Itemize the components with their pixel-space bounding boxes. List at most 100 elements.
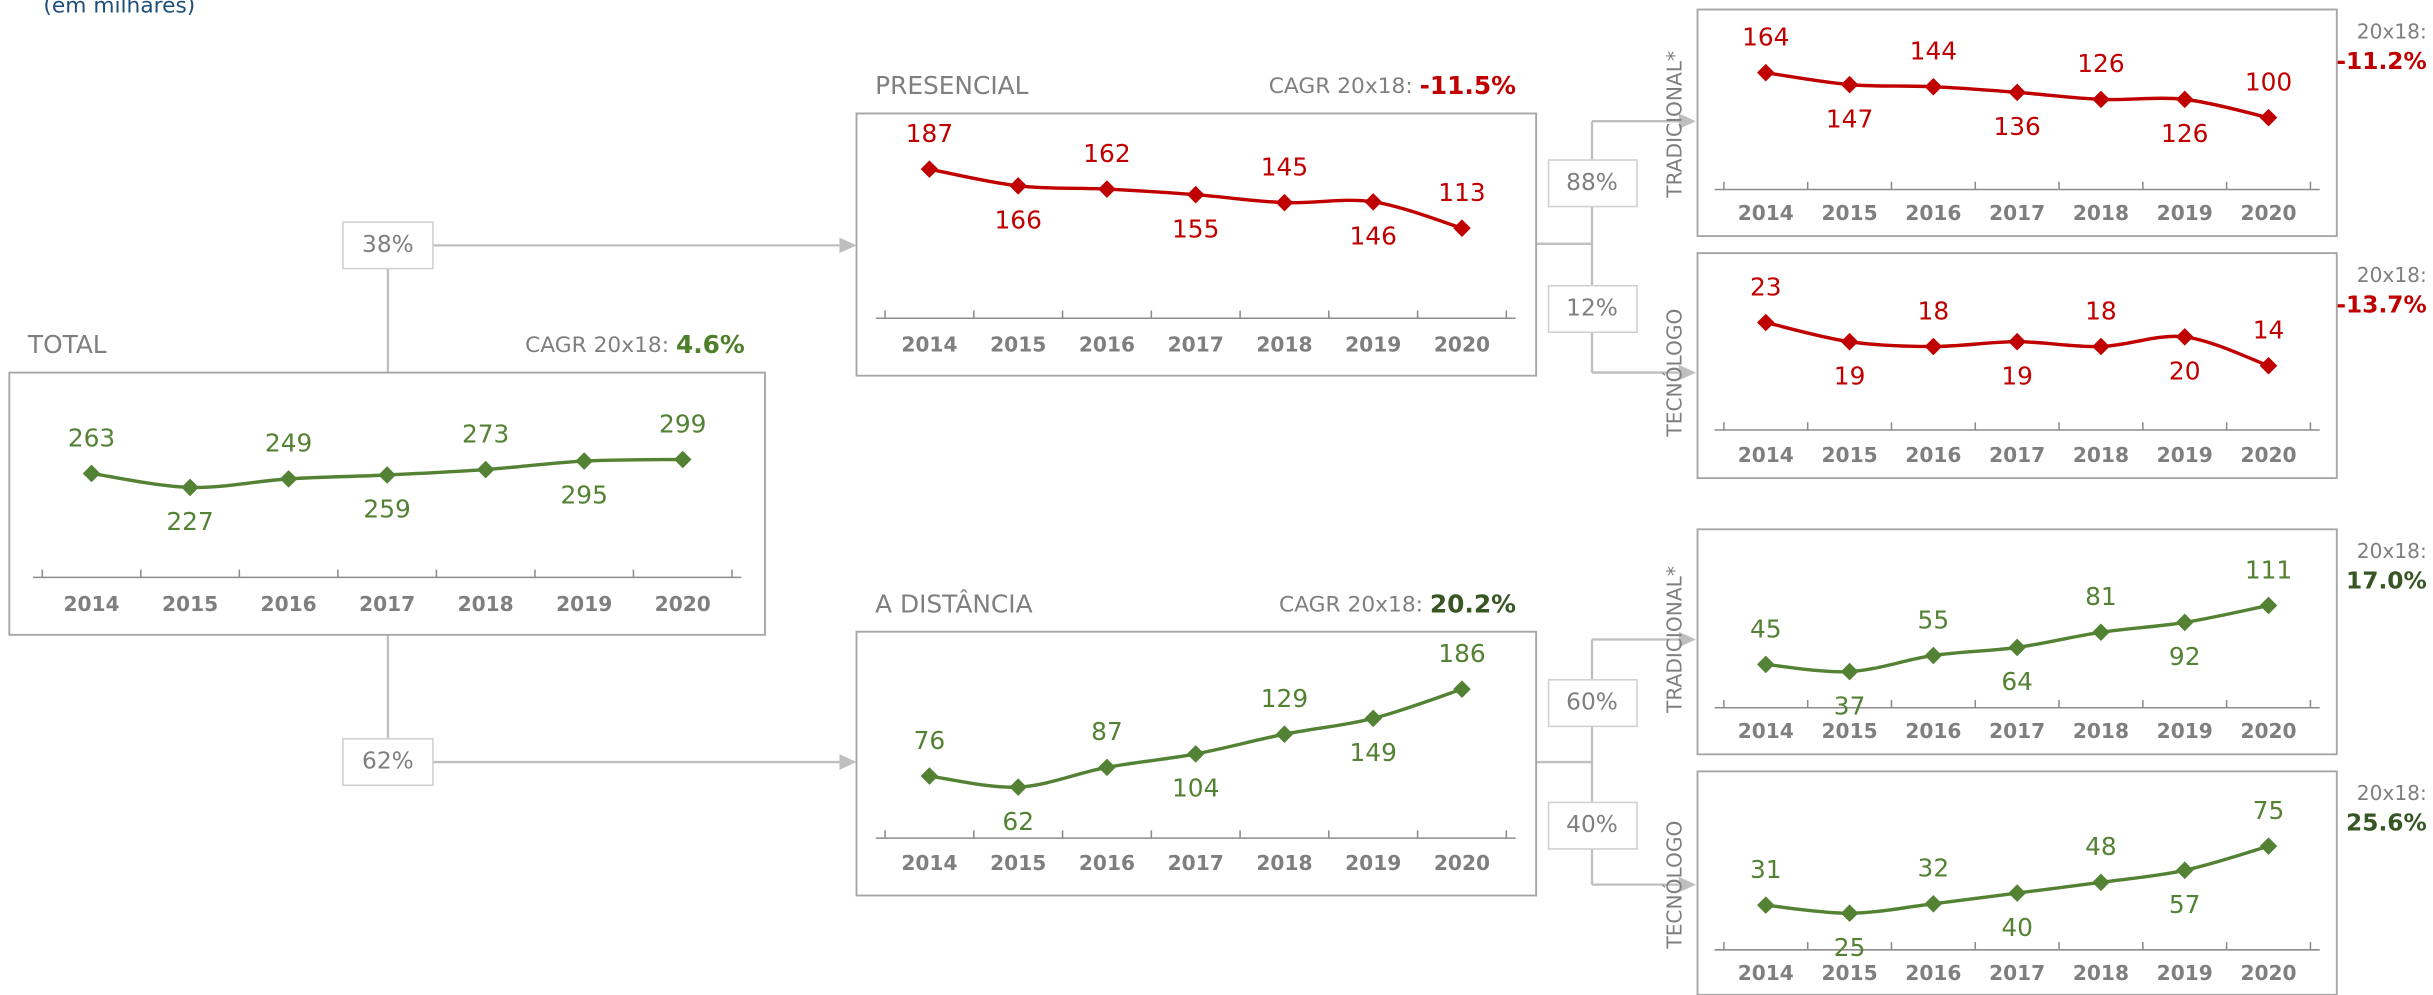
- point: [1757, 63, 1775, 82]
- x-tick-label: 2014: [63, 592, 119, 616]
- flow-share: 40%: [1566, 811, 1618, 838]
- point: [1840, 75, 1859, 94]
- x-tick-label: 2018: [1256, 851, 1312, 875]
- data-label: 166: [995, 206, 1042, 235]
- point: [1098, 180, 1116, 198]
- point: [1757, 896, 1775, 914]
- data-label: 187: [906, 119, 953, 148]
- point: [2008, 638, 2026, 657]
- x-tick-label: 2017: [1989, 961, 2045, 985]
- point: [2259, 837, 2278, 855]
- data-label: 295: [561, 481, 608, 510]
- point: [476, 460, 495, 479]
- x-tick-label: 2016: [1905, 443, 1961, 467]
- x-tick-label: 2017: [1168, 333, 1224, 357]
- data-label: 129: [1261, 684, 1308, 713]
- x-tick-label: 2014: [1738, 443, 1794, 467]
- point: [1840, 662, 1859, 681]
- x-tick-label: 2015: [1822, 201, 1878, 225]
- point: [2259, 108, 2278, 127]
- data-label: 25: [1834, 933, 1866, 962]
- flow-share: 38%: [362, 231, 414, 258]
- point: [2008, 332, 2026, 351]
- x-tick-label: 2017: [1989, 719, 2045, 743]
- data-label: 45: [1750, 614, 1782, 643]
- x-tick-label: 2019: [2157, 201, 2213, 225]
- line-panel: A DISTÂNCIA CAGR 20x18: 20.2% 2014 76 2015 62…: [855, 589, 1538, 897]
- data-label: 18: [2085, 296, 2117, 325]
- point: [1186, 745, 1205, 763]
- data-label: 227: [166, 507, 213, 536]
- cagr-label: 20x18:: [2357, 263, 2427, 287]
- x-tick-label: 2015: [990, 851, 1046, 875]
- cagr-value: 17.0%: [2346, 568, 2427, 595]
- x-tick-label: 2014: [1738, 719, 1794, 743]
- x-tick-label: 2020: [1434, 333, 1490, 357]
- x-tick-label: 2016: [1905, 719, 1961, 743]
- x-tick-label: 2014: [901, 851, 957, 875]
- data-label: 19: [2001, 361, 2033, 390]
- data-label: 273: [462, 419, 509, 448]
- line-panel: PRESENCIAL CAGR 20x18: -11.5% 2014 187 2015 1…: [855, 71, 1538, 377]
- flow-share: 62%: [362, 748, 414, 775]
- panel-box: [8, 371, 766, 636]
- cagr-value: 25.6%: [2346, 810, 2427, 837]
- point: [1275, 725, 1294, 743]
- data-label: 162: [1083, 139, 1130, 168]
- flow-share: 12%: [1566, 294, 1618, 321]
- x-tick-label: 2015: [1822, 443, 1878, 467]
- point: [1757, 313, 1775, 332]
- data-label: 299: [659, 409, 706, 438]
- data-label: 75: [2253, 796, 2285, 825]
- point: [1757, 655, 1775, 674]
- cagr-label: CAGR 20x18:: [1269, 74, 1413, 99]
- x-tick-label: 2019: [2157, 961, 2213, 985]
- data-label: 147: [1826, 104, 1873, 133]
- flow-share: 88%: [1566, 169, 1618, 196]
- data-label: 64: [2001, 667, 2033, 696]
- point: [1924, 646, 1943, 665]
- data-label: 144: [1910, 37, 1957, 66]
- point: [2092, 623, 2110, 642]
- data-label: 18: [1918, 296, 1950, 325]
- point: [378, 466, 396, 484]
- point: [920, 767, 939, 785]
- x-tick-label: 2015: [162, 592, 218, 616]
- x-tick-label: 2018: [2073, 201, 2129, 225]
- panel-title: TECNÓLOGO: [1662, 821, 1686, 950]
- point: [2175, 90, 2194, 109]
- data-label: 87: [1091, 717, 1123, 746]
- point: [82, 464, 101, 483]
- data-label: 55: [1918, 605, 1950, 634]
- x-tick-label: 2016: [1905, 201, 1961, 225]
- cagr-label: 20x18:: [2357, 539, 2427, 563]
- data-label: 37: [1834, 691, 1866, 720]
- cagr-label: CAGR 20x18:: [525, 333, 669, 358]
- point: [1186, 185, 1205, 204]
- cagr-value: -11.2%: [2336, 48, 2426, 75]
- x-tick-label: 2014: [901, 333, 957, 357]
- point: [181, 478, 199, 497]
- x-tick-label: 2016: [261, 592, 317, 616]
- x-tick-label: 2018: [2073, 719, 2129, 743]
- x-tick-label: 2015: [1822, 719, 1878, 743]
- line-panel: TECNÓLOGO20x18:-13.7%2014232015192016182…: [1662, 252, 2427, 480]
- point: [1009, 778, 1027, 796]
- x-tick-label: 2015: [1822, 961, 1878, 985]
- cagr-value: -13.7%: [2336, 291, 2426, 318]
- x-tick-label: 2020: [1434, 851, 1490, 875]
- point: [1009, 177, 1027, 195]
- x-tick-label: 2019: [1345, 851, 1401, 875]
- data-label: 32: [1918, 854, 1950, 883]
- x-tick-label: 2016: [1905, 961, 1961, 985]
- cagr-value: 20.2%: [1430, 589, 1516, 618]
- panel-title: TRADICIONAL*: [1662, 566, 1686, 714]
- point: [575, 452, 593, 470]
- x-tick-label: 2020: [2240, 201, 2296, 225]
- data-label: 23: [1750, 272, 1782, 301]
- cagr: CAGR 20x18: -11.5%: [1269, 71, 1516, 100]
- point: [2259, 356, 2278, 375]
- x-tick-label: 2019: [2157, 719, 2213, 743]
- point: [2092, 90, 2110, 109]
